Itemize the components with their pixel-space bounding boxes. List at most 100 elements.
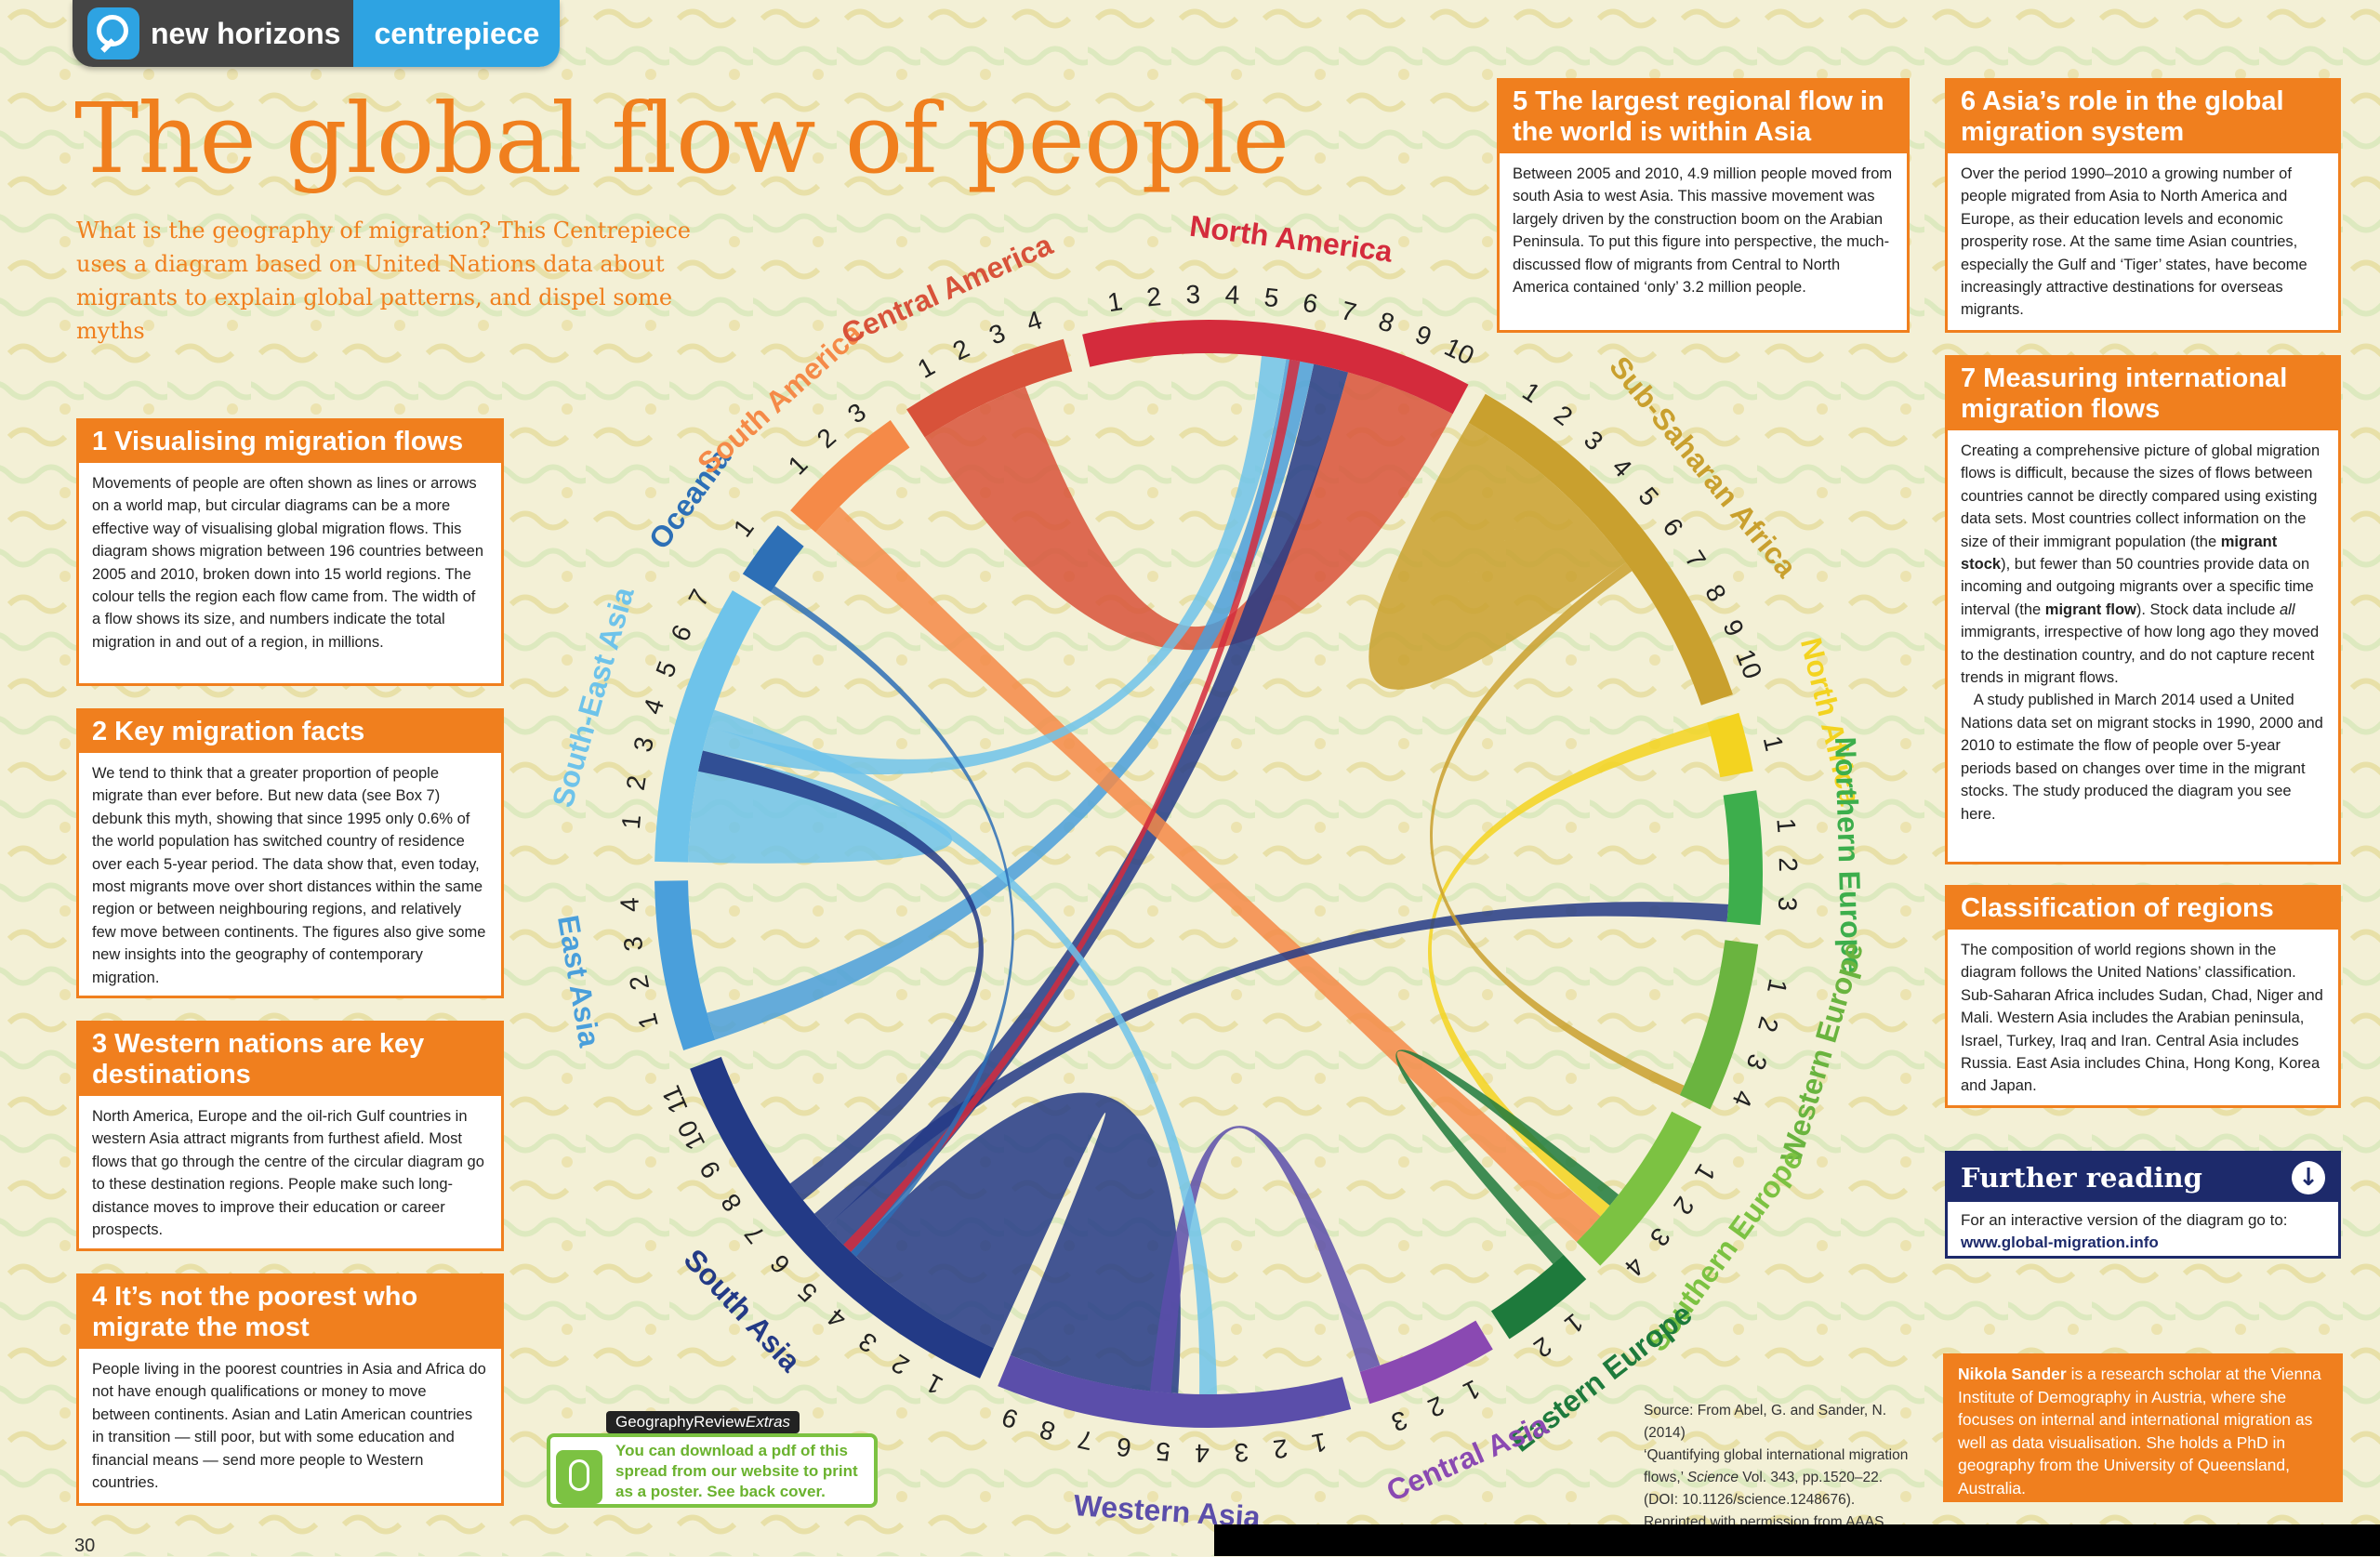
- tick-label: 2: [1668, 1192, 1699, 1221]
- search-icon: [87, 7, 139, 59]
- box-body: We tend to think that a greater proporti…: [92, 765, 486, 986]
- tick-label: 1: [616, 813, 646, 830]
- author-bio: Nikola Sander is a research scholar at t…: [1943, 1353, 2343, 1502]
- region-arc: [790, 420, 910, 533]
- tick-label: 1: [1517, 376, 1545, 408]
- region-arc: [654, 590, 761, 863]
- flow-ribbon: [815, 506, 1601, 1243]
- region-label: East Asia: [551, 913, 607, 1049]
- tick-label: 2: [1774, 857, 1803, 872]
- emphasis-all: all: [2279, 600, 2295, 618]
- tick-label: 1: [1309, 1427, 1329, 1458]
- region-arc: [654, 880, 716, 1051]
- extras-box[interactable]: You can download a pdf of this spread fr…: [547, 1433, 878, 1508]
- tick-label: 2: [886, 1349, 914, 1381]
- tick-label: 2: [621, 773, 652, 792]
- tick-label: 4: [1023, 305, 1045, 336]
- header-tab: new horizons centrepiece: [73, 0, 561, 67]
- migration-chord-diagram: 1 2 3 4 5 6 7 8 9 1012345678910112312341234121231…: [546, 214, 1870, 1524]
- tick-label: 1: [1559, 1308, 1589, 1339]
- tick-label: 7: [1076, 1424, 1096, 1456]
- mouse-icon: [556, 1450, 602, 1504]
- page-number: 30: [74, 1536, 96, 1556]
- tick-label: 1: [783, 450, 813, 481]
- tick-label: 1: [1459, 1374, 1485, 1406]
- flow-ribbon: [1150, 1126, 1381, 1393]
- box-body: Over the period 1990–2010 a growing numb…: [1961, 165, 2307, 319]
- box-poorest: 4 It’s not the poorest who migrate the m…: [76, 1273, 504, 1506]
- tick-label: 2: [1423, 1391, 1448, 1423]
- box-title: 4 It’s not the poorest who migrate the m…: [79, 1276, 501, 1349]
- tick-label: 2: [1145, 282, 1162, 311]
- tick-label: 3: [1388, 1405, 1411, 1437]
- tick-label: 7: [682, 585, 715, 611]
- region-arc: [1679, 940, 1759, 1110]
- box-body: North America, Europe and the oil-rich G…: [92, 1108, 484, 1239]
- text-run: Vol. 343, pp.1520–22.: [1738, 1470, 1884, 1485]
- tick-label: 3: [1579, 425, 1608, 456]
- tick-label: 4: [1224, 280, 1240, 310]
- tick-label: 5: [1155, 1437, 1171, 1467]
- author-text: is a research scholar at the Vienna Inst…: [1958, 1365, 2321, 1498]
- source-line: flows,’ Science Vol. 343, pp.1520–22.: [1644, 1467, 1923, 1489]
- box-body: The composition of world regions shown i…: [1961, 942, 2323, 1095]
- tick-label: 10: [1730, 645, 1767, 682]
- tick-label: 7: [1679, 546, 1711, 574]
- tick-label: 3: [618, 935, 649, 953]
- box-title: Classification of regions: [1948, 888, 2338, 930]
- region-arc: [1359, 1320, 1493, 1405]
- flow-ribbon: [826, 363, 1349, 1252]
- box-body: Between 2005 and 2010, 4.9 million peopl…: [1513, 165, 1893, 297]
- region-arc: [690, 1057, 994, 1379]
- flow-ribbon: [924, 372, 1453, 651]
- tick-label: 3: [628, 734, 659, 755]
- box-largest-flow: 5 The largest regional flow in the world…: [1497, 78, 1910, 333]
- tick-label: 1: [913, 351, 940, 384]
- tick-label: 2: [1272, 1433, 1289, 1464]
- box-title: 2 Key migration facts: [79, 711, 501, 753]
- flow-ribbons: [688, 355, 1729, 1395]
- tick-label: 1: [1758, 733, 1790, 754]
- further-reading-title: Further reading: [1961, 1162, 2202, 1194]
- tick-label: 2: [1549, 400, 1578, 431]
- region-label: Central America: [837, 228, 1058, 351]
- text-run: ), but fewer than 50 countries provide d…: [1961, 556, 2314, 618]
- further-reading-link[interactable]: www.global-migration.info: [1961, 1234, 2159, 1251]
- tick-label: 10: [1440, 332, 1479, 370]
- intro-text: What is the geography of migration? This…: [76, 218, 692, 344]
- tick-label: 1: [632, 1010, 664, 1032]
- tick-label: 8: [1699, 580, 1732, 607]
- tick-label: 3: [1773, 896, 1803, 912]
- author-name: Nikola Sander: [1958, 1365, 2067, 1383]
- download-icon[interactable]: ↓: [2292, 1161, 2325, 1194]
- extras-label-a: GeographyReview: [615, 1413, 746, 1431]
- extras-label: GeographyReviewExtras: [606, 1411, 800, 1433]
- tick-label: 6: [666, 620, 698, 645]
- box-title: 5 The largest regional flow in the world…: [1500, 81, 1907, 153]
- box-title: 6 Asia’s role in the global migration sy…: [1948, 81, 2338, 153]
- extras-label-b: Extras: [745, 1413, 791, 1431]
- tick-label: 8: [1037, 1415, 1059, 1446]
- source-line: ‘Quantifying global international migrat…: [1644, 1447, 1909, 1463]
- box-visualising: 1 Visualising migration flows Movements …: [76, 418, 504, 686]
- section-name: centrepiece: [353, 0, 561, 67]
- brand: new horizons: [73, 0, 354, 67]
- region-label: Northern Europe: [1829, 736, 1869, 973]
- extras-callout[interactable]: GeographyReviewExtras You can download a…: [547, 1411, 881, 1510]
- region-arc: [1490, 1254, 1587, 1339]
- region-arc: [998, 1354, 1352, 1428]
- tick-label: 3: [842, 397, 871, 429]
- flow-ribbon: [697, 750, 984, 1201]
- box-body: People living in the poorest countries i…: [92, 1361, 486, 1492]
- tick-label: 2: [812, 422, 841, 454]
- tick-label: 1: [1771, 817, 1801, 834]
- further-reading: Further reading ↓ For an interactive vers…: [1945, 1151, 2341, 1259]
- source-line: Source: From Abel, G. and Sander, N. (20…: [1644, 1403, 1887, 1441]
- tick-label: 1: [1689, 1159, 1722, 1186]
- text-run: flows,’: [1644, 1470, 1687, 1485]
- region-label: South America: [691, 316, 868, 481]
- tick-label: 6: [1658, 513, 1689, 542]
- tick-label: 5: [650, 657, 682, 681]
- region-arcs: [654, 320, 1763, 1428]
- flow-ribbon: [851, 1092, 1181, 1394]
